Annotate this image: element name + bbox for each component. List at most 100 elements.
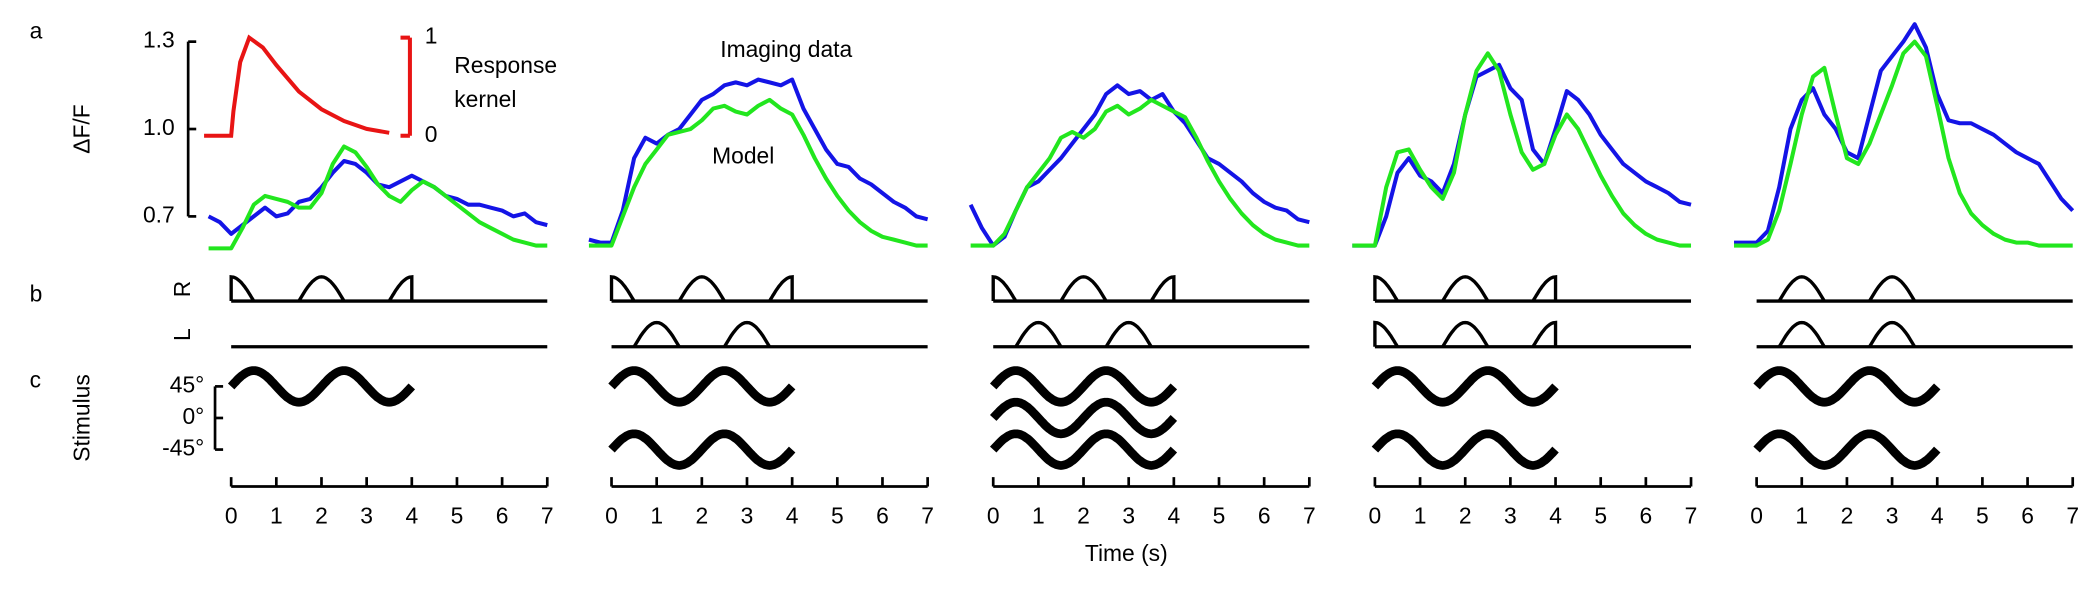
y-axis-title: ΔF/F [68, 104, 94, 154]
x-tick-label: 1 [650, 502, 663, 528]
pulse [297, 275, 346, 302]
trace-line [970, 97, 1310, 248]
stimulus-trace [608, 366, 796, 407]
kernel-tick-label: 1 [425, 23, 438, 49]
y-tick-label: 0.7 [143, 201, 175, 227]
x-tick-label: 4 [405, 502, 418, 528]
pulse [229, 274, 256, 302]
stimulus-tick-label: 45° [170, 371, 205, 397]
x-tick-label: 6 [1640, 502, 1653, 528]
x-tick-label: 4 [1549, 502, 1562, 528]
x-tick-label: 2 [1459, 502, 1472, 528]
pulse [1373, 274, 1399, 302]
x-tick-label: 0 [1369, 502, 1382, 528]
x-tick-label: 3 [1886, 502, 1899, 528]
kernel-line [204, 34, 390, 138]
stimulus-trace [1753, 366, 1941, 407]
pulse [722, 320, 772, 348]
trace-line [1734, 39, 2073, 248]
trace-line [207, 158, 548, 236]
x-tick-label: 3 [741, 502, 754, 528]
x-tick-label: 4 [786, 502, 799, 528]
x-tick-label: 5 [1213, 502, 1226, 528]
y-tick-label: 1.3 [143, 27, 175, 53]
pulse [1868, 320, 1917, 348]
x-tick-label: 1 [1795, 502, 1808, 528]
pulse [387, 274, 414, 302]
x-tick-label: 6 [2021, 502, 2034, 528]
stimulus-tick-label: -45° [162, 435, 204, 461]
pulse [1441, 320, 1490, 348]
x-tick-label: 0 [987, 502, 1000, 528]
x-tick-label: 5 [451, 502, 464, 528]
x-tick-label: 2 [1841, 502, 1854, 528]
pulse [1149, 274, 1176, 302]
trace-line [1352, 62, 1692, 248]
pulse [1373, 320, 1399, 348]
trace-line [1734, 22, 2075, 245]
x-tick-label: 0 [225, 502, 238, 528]
figure-body: a b c ΔF/F R L Stimulus Time (s) 0.7 1.0 1.3 0 1 Resp… [30, 17, 2080, 566]
pulse [677, 275, 726, 302]
pulse [1441, 275, 1490, 302]
kernel-label: Response [454, 52, 557, 78]
y-tick-label: 1.0 [143, 114, 175, 140]
x-tick-label: 3 [1122, 502, 1135, 528]
trace-line [588, 97, 928, 248]
x-tick-label: 3 [360, 502, 373, 528]
pulse [1777, 320, 1826, 348]
panel-label: a [30, 17, 43, 43]
stimulus-axis-title: Stimulus [68, 374, 94, 462]
trace-line [1352, 51, 1692, 248]
x-tick-label: 2 [315, 502, 328, 528]
x-tick-label: 3 [1504, 502, 1517, 528]
x-tick-label: 0 [605, 502, 618, 528]
pulse [632, 320, 681, 348]
x-tick-label: 1 [1032, 502, 1045, 528]
panel-label: b [30, 281, 43, 307]
pulse [1868, 275, 1917, 302]
x-tick-label: 2 [695, 502, 708, 528]
x-tick-label: 4 [1167, 502, 1180, 528]
x-tick-label: 7 [541, 502, 554, 528]
stimulus-trace [1753, 429, 1941, 470]
x-tick-label: 7 [2066, 502, 2079, 528]
stimulus-trace [1371, 429, 1559, 470]
kernel-tick-label: 0 [425, 121, 438, 147]
x-tick-label: 7 [921, 502, 934, 528]
pulse [1014, 320, 1063, 348]
x-tick-label: 2 [1077, 502, 1090, 528]
pulse [1531, 274, 1558, 302]
x-tick-label: 6 [1258, 502, 1271, 528]
panel-label: c [30, 367, 41, 393]
pulse [1531, 320, 1558, 348]
x-tick-label: 1 [270, 502, 283, 528]
x-tick-label: 5 [1976, 502, 1989, 528]
stimulus-trace [1371, 366, 1559, 407]
pulse [768, 274, 794, 302]
stimulus-trace [989, 366, 1178, 407]
pulse [991, 274, 1018, 302]
stimulus-trace [989, 429, 1178, 470]
x-tick-label: 6 [876, 502, 889, 528]
x-tick-label: 7 [1685, 502, 1698, 528]
row-label: R [169, 281, 195, 298]
kernel-label: kernel [454, 86, 516, 112]
stimulus-trace [608, 429, 796, 470]
pulse [1059, 275, 1108, 302]
legend-label: Model [712, 142, 774, 168]
stimulus-trace [989, 397, 1178, 439]
stimulus-tick-label: 0° [182, 403, 204, 429]
x-axis-title: Time (s) [1085, 540, 1168, 566]
x-tick-label: 7 [1303, 502, 1316, 528]
x-tick-label: 5 [1594, 502, 1607, 528]
stimulus-trace [227, 366, 416, 407]
pulse [609, 274, 636, 302]
x-tick-label: 4 [1931, 502, 1944, 528]
x-tick-label: 6 [496, 502, 509, 528]
x-tick-label: 5 [831, 502, 844, 528]
pulse [1777, 275, 1826, 302]
row-label: L [169, 328, 195, 341]
pulse [1104, 320, 1153, 348]
